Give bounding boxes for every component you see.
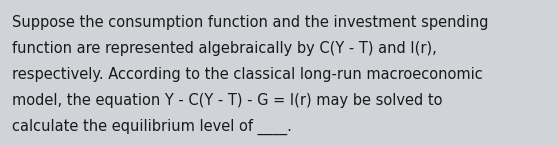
Text: Suppose the consumption function and the investment spending: Suppose the consumption function and the… — [12, 15, 489, 30]
Text: calculate the equilibrium level of ____.: calculate the equilibrium level of ____. — [12, 119, 292, 135]
Text: respectively. According to the classical long-run macroeconomic: respectively. According to the classical… — [12, 67, 483, 82]
Text: model, the equation Y - C(Y - T) - G = I(r) may be solved to: model, the equation Y - C(Y - T) - G = I… — [12, 93, 443, 108]
Text: function are represented algebraically by C(Y - T) and I(r),: function are represented algebraically b… — [12, 41, 437, 56]
